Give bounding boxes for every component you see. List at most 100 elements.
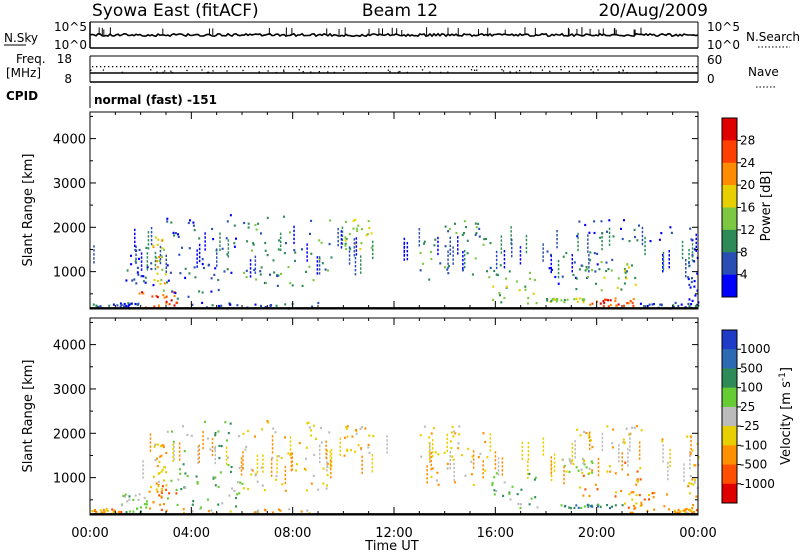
velocity-data-point (339, 449, 341, 452)
power-data-point (144, 281, 147, 284)
velocity-data-point (172, 443, 174, 446)
power-data-point (134, 260, 137, 263)
power-data-point (278, 239, 281, 242)
power-data-point (279, 236, 282, 239)
power-data-point (428, 278, 431, 281)
velocity-data-point (520, 488, 523, 491)
velocity-data-point (628, 433, 631, 436)
velocity-data-point (272, 427, 275, 430)
power-data-point (668, 250, 670, 253)
velocity-data-point (149, 437, 152, 440)
power-data-point (174, 291, 177, 295)
power-data-point (557, 271, 560, 275)
station-title: Syowa East (fitACF) (92, 1, 259, 21)
power-data-point (503, 254, 506, 257)
velocity-data-point (618, 460, 620, 463)
velocity-colorbar-tick-label: -1000 (740, 477, 775, 491)
power-data-point (355, 245, 358, 248)
power-data-point (437, 248, 439, 252)
velocity-data-point (386, 443, 388, 446)
power-data-point (116, 304, 119, 307)
velocity-data-point (207, 510, 210, 513)
power-data-point (599, 236, 602, 239)
power-data-point (617, 277, 620, 280)
velocity-data-point (588, 467, 591, 470)
power-data-point (403, 237, 406, 241)
velocity-data-point (319, 444, 321, 448)
power-data-point (452, 262, 454, 265)
velocity-data-point (611, 505, 613, 508)
power-data-point (348, 262, 351, 265)
velocity-data-point (372, 435, 375, 438)
velocity-data-point (129, 510, 132, 513)
velocity-data-point (357, 444, 360, 447)
velocity-data-point (242, 487, 245, 490)
velocity-data-point (191, 503, 194, 506)
power-data-point (444, 245, 447, 248)
power-data-point (681, 240, 684, 244)
power-data-point (247, 222, 250, 225)
velocity-data-point (588, 494, 591, 498)
power-data-point (447, 262, 449, 265)
velocity-data-point (635, 425, 638, 428)
velocity-data-point (580, 468, 583, 471)
power-data-point (223, 270, 226, 273)
power-data-point (447, 272, 450, 275)
velocity-data-point (621, 464, 623, 467)
power-data-point (573, 298, 576, 301)
velocity-data-point (313, 453, 316, 457)
velocity-data-point (239, 481, 242, 484)
velocity-data-point (160, 490, 163, 493)
velocity-data-point (479, 452, 482, 455)
cpid-label: CPID (6, 89, 38, 103)
velocity-data-point (484, 469, 487, 472)
velocity-data-point (196, 481, 199, 484)
velocity-data-point (563, 474, 565, 477)
velocity-data-point (305, 457, 308, 460)
velocity-data-point (255, 472, 257, 475)
power-data-point (687, 277, 690, 281)
velocity-data-point (182, 463, 185, 466)
power-data-point (284, 242, 287, 245)
power-data-point (130, 254, 132, 257)
power-data-point (154, 251, 157, 255)
velocity-data-point (590, 460, 593, 463)
power-data-point (156, 266, 159, 269)
velocity-data-point (563, 478, 565, 481)
power-colorbar-swatch (722, 274, 737, 298)
power-data-point (161, 268, 164, 271)
velocity-data-point (690, 451, 692, 455)
velocity-data-point (527, 457, 530, 461)
power-data-point (344, 239, 347, 242)
power-data-point (196, 265, 198, 268)
power-data-point (598, 268, 601, 271)
velocity-data-point (569, 507, 572, 510)
velocity-data-point (202, 442, 204, 446)
power-data-point (631, 301, 634, 304)
power-data-point (216, 264, 218, 267)
power-data-point (152, 244, 155, 247)
velocity-data-point (622, 441, 625, 444)
power-data-point (243, 221, 246, 225)
power-data-point (150, 227, 153, 230)
velocity-colorbar-swatch (722, 368, 737, 388)
velocity-data-point (621, 452, 623, 455)
power-data-point (165, 302, 168, 305)
power-data-point (685, 271, 687, 274)
velocity-data-point (527, 476, 529, 479)
velocity-data-point (597, 473, 600, 477)
velocity-data-point (429, 448, 431, 451)
velocity-data-point (242, 459, 244, 462)
velocity-data-point (345, 427, 348, 430)
power-colorbar-tick-label: 12 (740, 223, 755, 237)
power-colorbar-swatch (722, 140, 737, 164)
power-data-point (150, 262, 153, 265)
velocity-data-point (618, 456, 620, 459)
power-data-point (471, 273, 474, 276)
power-data-point (496, 273, 499, 277)
power-data-point (162, 289, 165, 292)
power-data-point (694, 305, 697, 308)
power-data-point (249, 267, 252, 270)
power-data-point (688, 252, 690, 256)
